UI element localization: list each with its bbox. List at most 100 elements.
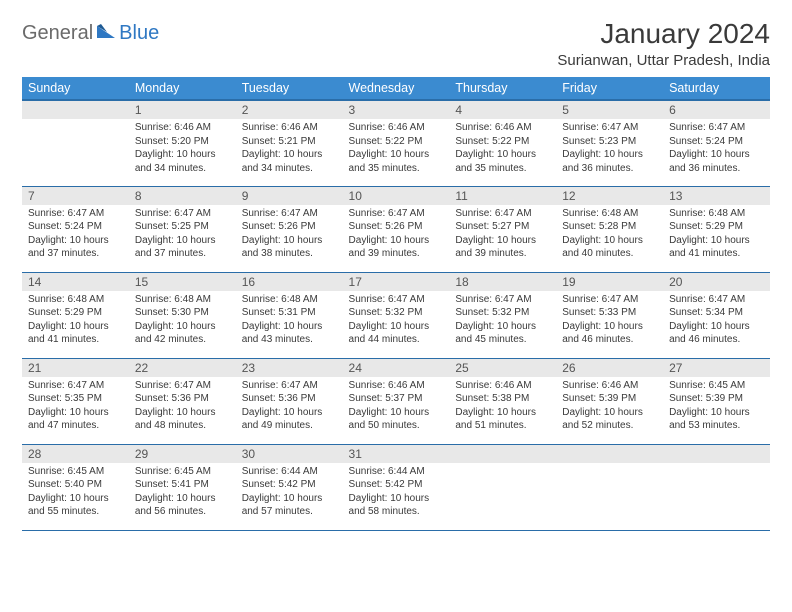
day-details: Sunrise: 6:48 AMSunset: 5:29 PMDaylight:… bbox=[22, 291, 129, 351]
calendar-day-cell: 15Sunrise: 6:48 AMSunset: 5:30 PMDayligh… bbox=[129, 272, 236, 358]
weekday-header: Saturday bbox=[663, 77, 770, 100]
day-details: Sunrise: 6:47 AMSunset: 5:32 PMDaylight:… bbox=[343, 291, 450, 351]
day-details: Sunrise: 6:47 AMSunset: 5:36 PMDaylight:… bbox=[236, 377, 343, 437]
calendar-day-cell: 2Sunrise: 6:46 AMSunset: 5:21 PMDaylight… bbox=[236, 100, 343, 186]
calendar-day-cell: 12Sunrise: 6:48 AMSunset: 5:28 PMDayligh… bbox=[556, 186, 663, 272]
day-number: 22 bbox=[129, 359, 236, 377]
weekday-header: Tuesday bbox=[236, 77, 343, 100]
day-details: Sunrise: 6:46 AMSunset: 5:20 PMDaylight:… bbox=[129, 119, 236, 179]
day-number: 6 bbox=[663, 101, 770, 119]
weekday-header: Friday bbox=[556, 77, 663, 100]
weekday-header: Wednesday bbox=[343, 77, 450, 100]
day-number: 27 bbox=[663, 359, 770, 377]
day-number: 4 bbox=[449, 101, 556, 119]
day-number: 24 bbox=[343, 359, 450, 377]
day-number: 19 bbox=[556, 273, 663, 291]
calendar-day-cell: 3Sunrise: 6:46 AMSunset: 5:22 PMDaylight… bbox=[343, 100, 450, 186]
day-details: Sunrise: 6:46 AMSunset: 5:39 PMDaylight:… bbox=[556, 377, 663, 437]
calendar-day-cell: 1Sunrise: 6:46 AMSunset: 5:20 PMDaylight… bbox=[129, 100, 236, 186]
day-number: 20 bbox=[663, 273, 770, 291]
day-number: 21 bbox=[22, 359, 129, 377]
day-details bbox=[22, 119, 129, 125]
calendar-day-cell: 13Sunrise: 6:48 AMSunset: 5:29 PMDayligh… bbox=[663, 186, 770, 272]
calendar-day-cell: 27Sunrise: 6:45 AMSunset: 5:39 PMDayligh… bbox=[663, 358, 770, 444]
calendar-day-cell bbox=[556, 444, 663, 530]
day-number: 3 bbox=[343, 101, 450, 119]
calendar-week-row: 28Sunrise: 6:45 AMSunset: 5:40 PMDayligh… bbox=[22, 444, 770, 530]
calendar-day-cell: 11Sunrise: 6:47 AMSunset: 5:27 PMDayligh… bbox=[449, 186, 556, 272]
day-details: Sunrise: 6:47 AMSunset: 5:35 PMDaylight:… bbox=[22, 377, 129, 437]
day-details: Sunrise: 6:47 AMSunset: 5:36 PMDaylight:… bbox=[129, 377, 236, 437]
day-number: 10 bbox=[343, 187, 450, 205]
month-title: January 2024 bbox=[557, 18, 770, 50]
calendar-day-cell: 18Sunrise: 6:47 AMSunset: 5:32 PMDayligh… bbox=[449, 272, 556, 358]
calendar-day-cell: 7Sunrise: 6:47 AMSunset: 5:24 PMDaylight… bbox=[22, 186, 129, 272]
day-number: 11 bbox=[449, 187, 556, 205]
day-details: Sunrise: 6:47 AMSunset: 5:33 PMDaylight:… bbox=[556, 291, 663, 351]
weekday-header: Thursday bbox=[449, 77, 556, 100]
calendar-day-cell: 10Sunrise: 6:47 AMSunset: 5:26 PMDayligh… bbox=[343, 186, 450, 272]
calendar-week-row: 14Sunrise: 6:48 AMSunset: 5:29 PMDayligh… bbox=[22, 272, 770, 358]
day-details: Sunrise: 6:46 AMSunset: 5:22 PMDaylight:… bbox=[449, 119, 556, 179]
day-details: Sunrise: 6:46 AMSunset: 5:22 PMDaylight:… bbox=[343, 119, 450, 179]
day-number: 28 bbox=[22, 445, 129, 463]
calendar-day-cell: 14Sunrise: 6:48 AMSunset: 5:29 PMDayligh… bbox=[22, 272, 129, 358]
logo-text-2: Blue bbox=[119, 22, 159, 45]
calendar-day-cell: 23Sunrise: 6:47 AMSunset: 5:36 PMDayligh… bbox=[236, 358, 343, 444]
day-details: Sunrise: 6:47 AMSunset: 5:34 PMDaylight:… bbox=[663, 291, 770, 351]
calendar-day-cell: 30Sunrise: 6:44 AMSunset: 5:42 PMDayligh… bbox=[236, 444, 343, 530]
day-details: Sunrise: 6:44 AMSunset: 5:42 PMDaylight:… bbox=[343, 463, 450, 523]
day-number: 8 bbox=[129, 187, 236, 205]
calendar-page: General Blue January 2024 Surianwan, Utt… bbox=[0, 0, 792, 541]
day-details: Sunrise: 6:47 AMSunset: 5:26 PMDaylight:… bbox=[236, 205, 343, 265]
calendar-day-cell: 26Sunrise: 6:46 AMSunset: 5:39 PMDayligh… bbox=[556, 358, 663, 444]
day-number bbox=[449, 445, 556, 463]
day-details: Sunrise: 6:48 AMSunset: 5:28 PMDaylight:… bbox=[556, 205, 663, 265]
day-details: Sunrise: 6:46 AMSunset: 5:38 PMDaylight:… bbox=[449, 377, 556, 437]
day-number: 2 bbox=[236, 101, 343, 119]
calendar-day-cell: 21Sunrise: 6:47 AMSunset: 5:35 PMDayligh… bbox=[22, 358, 129, 444]
day-number: 9 bbox=[236, 187, 343, 205]
day-number: 16 bbox=[236, 273, 343, 291]
day-number: 14 bbox=[22, 273, 129, 291]
weekday-header: Sunday bbox=[22, 77, 129, 100]
day-details bbox=[449, 463, 556, 469]
day-details: Sunrise: 6:47 AMSunset: 5:24 PMDaylight:… bbox=[663, 119, 770, 179]
calendar-day-cell: 29Sunrise: 6:45 AMSunset: 5:41 PMDayligh… bbox=[129, 444, 236, 530]
weekday-header-row: SundayMondayTuesdayWednesdayThursdayFrid… bbox=[22, 77, 770, 100]
calendar-day-cell: 28Sunrise: 6:45 AMSunset: 5:40 PMDayligh… bbox=[22, 444, 129, 530]
location: Surianwan, Uttar Pradesh, India bbox=[557, 52, 770, 69]
day-number: 7 bbox=[22, 187, 129, 205]
day-details: Sunrise: 6:48 AMSunset: 5:29 PMDaylight:… bbox=[663, 205, 770, 265]
day-number: 18 bbox=[449, 273, 556, 291]
day-details: Sunrise: 6:47 AMSunset: 5:25 PMDaylight:… bbox=[129, 205, 236, 265]
day-number: 12 bbox=[556, 187, 663, 205]
logo-flag-icon bbox=[97, 24, 117, 45]
day-details: Sunrise: 6:48 AMSunset: 5:30 PMDaylight:… bbox=[129, 291, 236, 351]
day-number: 1 bbox=[129, 101, 236, 119]
calendar-day-cell: 16Sunrise: 6:48 AMSunset: 5:31 PMDayligh… bbox=[236, 272, 343, 358]
calendar-day-cell bbox=[22, 100, 129, 186]
calendar-day-cell: 5Sunrise: 6:47 AMSunset: 5:23 PMDaylight… bbox=[556, 100, 663, 186]
day-details: Sunrise: 6:46 AMSunset: 5:21 PMDaylight:… bbox=[236, 119, 343, 179]
day-details: Sunrise: 6:47 AMSunset: 5:27 PMDaylight:… bbox=[449, 205, 556, 265]
day-number: 25 bbox=[449, 359, 556, 377]
calendar-body: 1Sunrise: 6:46 AMSunset: 5:20 PMDaylight… bbox=[22, 100, 770, 530]
calendar-day-cell: 9Sunrise: 6:47 AMSunset: 5:26 PMDaylight… bbox=[236, 186, 343, 272]
day-details bbox=[556, 463, 663, 469]
day-details: Sunrise: 6:44 AMSunset: 5:42 PMDaylight:… bbox=[236, 463, 343, 523]
logo: General Blue bbox=[22, 18, 159, 45]
day-number bbox=[22, 101, 129, 119]
weekday-header: Monday bbox=[129, 77, 236, 100]
calendar-day-cell bbox=[449, 444, 556, 530]
day-details: Sunrise: 6:47 AMSunset: 5:32 PMDaylight:… bbox=[449, 291, 556, 351]
day-number bbox=[663, 445, 770, 463]
calendar-day-cell: 19Sunrise: 6:47 AMSunset: 5:33 PMDayligh… bbox=[556, 272, 663, 358]
day-number: 29 bbox=[129, 445, 236, 463]
calendar-day-cell: 22Sunrise: 6:47 AMSunset: 5:36 PMDayligh… bbox=[129, 358, 236, 444]
day-details: Sunrise: 6:47 AMSunset: 5:24 PMDaylight:… bbox=[22, 205, 129, 265]
logo-text-1: General bbox=[22, 22, 93, 45]
calendar-week-row: 7Sunrise: 6:47 AMSunset: 5:24 PMDaylight… bbox=[22, 186, 770, 272]
day-details: Sunrise: 6:48 AMSunset: 5:31 PMDaylight:… bbox=[236, 291, 343, 351]
calendar-day-cell: 31Sunrise: 6:44 AMSunset: 5:42 PMDayligh… bbox=[343, 444, 450, 530]
